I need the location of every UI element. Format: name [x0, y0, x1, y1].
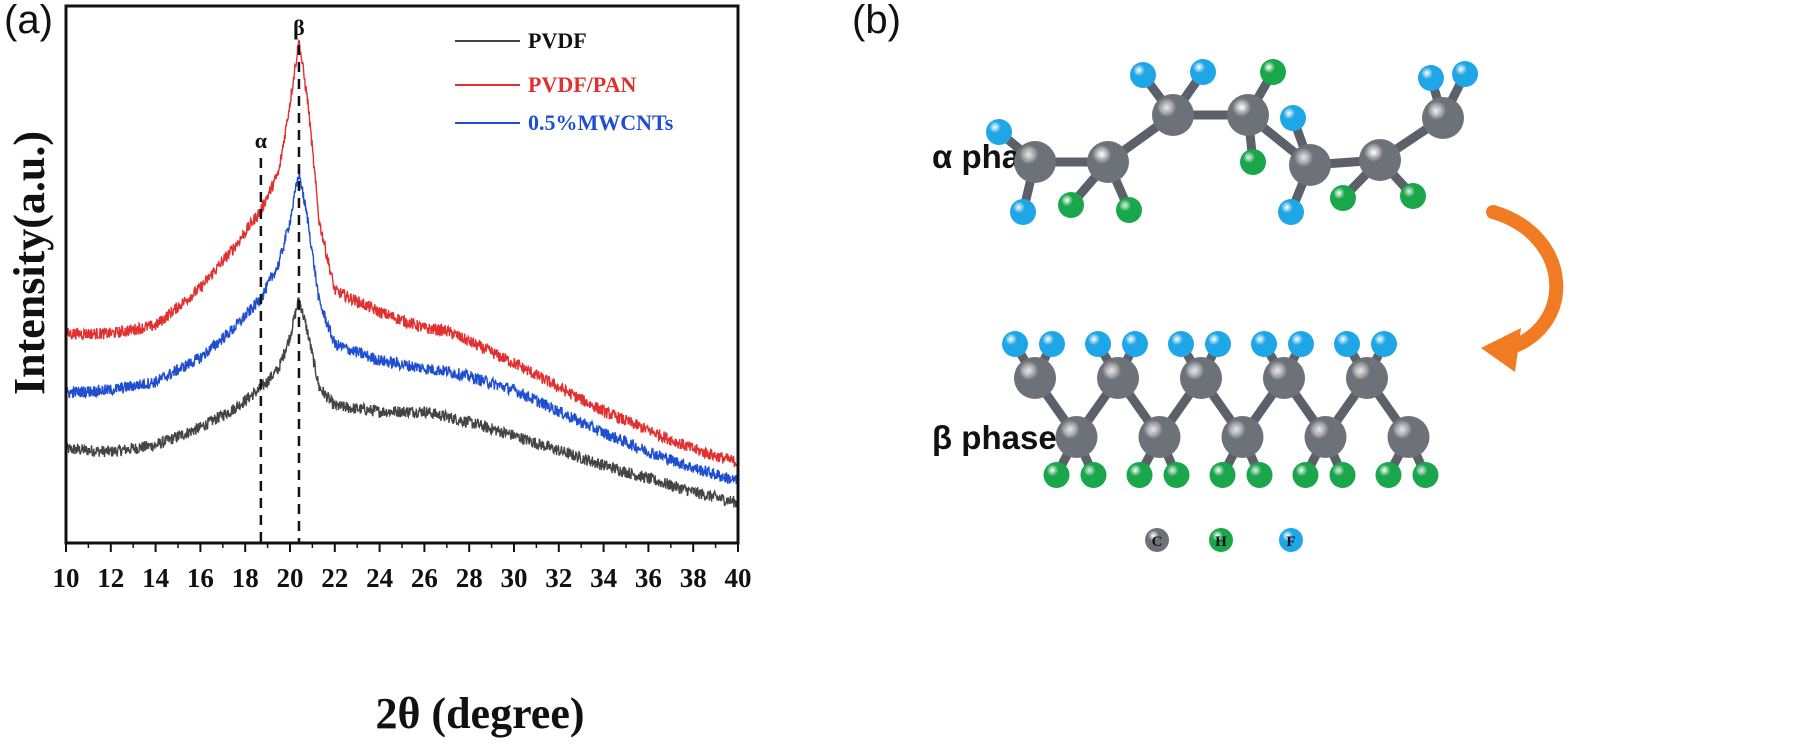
- fluorine-atom: [1190, 59, 1216, 85]
- carbon-atom: [1304, 416, 1347, 458]
- carbon-atom-key: [1145, 528, 1169, 552]
- fluorine-atom: [986, 119, 1012, 145]
- fluorine-atom: [1168, 331, 1194, 357]
- fluorine-atom: [1418, 65, 1444, 91]
- legend-label: 0.5%MWCNTs: [528, 110, 674, 135]
- hydrogen-atom: [1246, 462, 1273, 488]
- hydrogen-atom: [1330, 185, 1356, 211]
- fluorine-atom: [1205, 331, 1231, 357]
- carbon-atom: [1014, 141, 1056, 183]
- x-tick-label: 30: [501, 563, 528, 593]
- carbon-atom: [1087, 141, 1129, 183]
- fluorine-atom: [1371, 331, 1397, 357]
- panel-b-label: (b): [852, 0, 901, 42]
- fluorine-atom: [1334, 331, 1360, 357]
- arrow-head: [1481, 328, 1521, 372]
- carbon-atom: [1263, 357, 1305, 399]
- carbon-atom: [1152, 94, 1194, 136]
- panel-a-label: (a): [4, 0, 53, 42]
- hydrogen-atom: [1126, 462, 1153, 488]
- hydrogen-atom: [1329, 462, 1356, 488]
- annotation-alpha: α: [255, 128, 268, 153]
- atom-key-label: C: [1152, 534, 1163, 550]
- plot-frame: [64, 4, 740, 545]
- carbon-atom: [1138, 416, 1181, 458]
- phase-transition-arrow: [1486, 205, 1564, 357]
- carbon-atom: [1227, 94, 1269, 136]
- x-tick-label: 18: [232, 563, 259, 593]
- hydrogen-atom: [1292, 462, 1319, 488]
- x-tick-label: 10: [53, 563, 80, 593]
- annotation-beta: β: [293, 15, 305, 40]
- x-tick-label: 38: [680, 563, 707, 593]
- series-line-PVDF/PAN: [65, 38, 739, 468]
- x-tick-label: 26: [411, 563, 438, 593]
- x-tick-label: 22: [321, 563, 348, 593]
- atom-key-label: F: [1286, 534, 1295, 550]
- fluorine-atom: [1085, 331, 1111, 357]
- carbon-atom: [1097, 357, 1139, 399]
- carbon-atom: [1221, 416, 1264, 458]
- hydrogen-atom: [1058, 192, 1084, 218]
- fluorine-atom-key: [1279, 528, 1303, 552]
- carbon-atom: [1359, 139, 1401, 181]
- carbon-atom: [1289, 144, 1331, 186]
- series-line-PVDF: [65, 297, 739, 508]
- hydrogen-atom: [1375, 462, 1402, 488]
- fluorine-atom: [1122, 331, 1148, 357]
- carbon-atom: [1422, 97, 1464, 139]
- x-axis-title: 2θ (degree): [375, 689, 585, 738]
- hydrogen-atom-key: [1209, 528, 1233, 552]
- hydrogen-atom: [1043, 462, 1070, 488]
- hydrogen-atom: [1080, 462, 1107, 488]
- legend: PVDF PVDF/PAN 0.5%MWCNTs: [455, 28, 674, 135]
- x-tick-label: 16: [187, 563, 214, 593]
- x-tick-label: 34: [590, 563, 617, 593]
- x-tick-label: 20: [277, 563, 304, 593]
- series-line-0.5%MWCNTs: [65, 169, 739, 484]
- fluorine-atom: [1002, 331, 1028, 357]
- hydrogen-atom: [1400, 183, 1426, 209]
- carbon-atom: [1014, 357, 1056, 399]
- fluorine-atom: [1251, 331, 1277, 357]
- carbon-atom: [1346, 357, 1388, 399]
- legend-label: PVDF: [528, 28, 587, 53]
- fluorine-atom: [1288, 331, 1314, 357]
- atom-key-label: H: [1215, 534, 1227, 550]
- hydrogen-atom: [1260, 59, 1286, 85]
- x-tick-label: 28: [456, 563, 483, 593]
- fluorine-atom: [1130, 62, 1156, 88]
- fluorine-atom: [1280, 105, 1306, 131]
- x-tick-label: 32: [545, 563, 572, 593]
- fluorine-atom: [1039, 331, 1065, 357]
- hydrogen-atom: [1209, 462, 1236, 488]
- carbon-atom: [1055, 416, 1098, 458]
- hydrogen-atom: [1116, 197, 1142, 223]
- fluorine-atom: [1452, 61, 1478, 87]
- carbon-atom: [1387, 416, 1430, 458]
- x-tick-label: 36: [635, 563, 662, 593]
- x-tick-label: 12: [97, 563, 124, 593]
- legend-label: PVDF/PAN: [528, 72, 636, 97]
- hydrogen-atom: [1240, 149, 1266, 175]
- beta-phase-label: β phase: [932, 419, 1057, 456]
- carbon-atom: [1180, 357, 1222, 399]
- x-tick-label: 14: [142, 563, 169, 593]
- hydrogen-atom: [1163, 462, 1190, 488]
- hydrogen-atom: [1412, 462, 1439, 488]
- x-tick-label: 24: [366, 563, 393, 593]
- x-tick-label: 40: [725, 563, 752, 593]
- fluorine-atom: [1278, 199, 1304, 225]
- fluorine-atom: [1010, 199, 1036, 225]
